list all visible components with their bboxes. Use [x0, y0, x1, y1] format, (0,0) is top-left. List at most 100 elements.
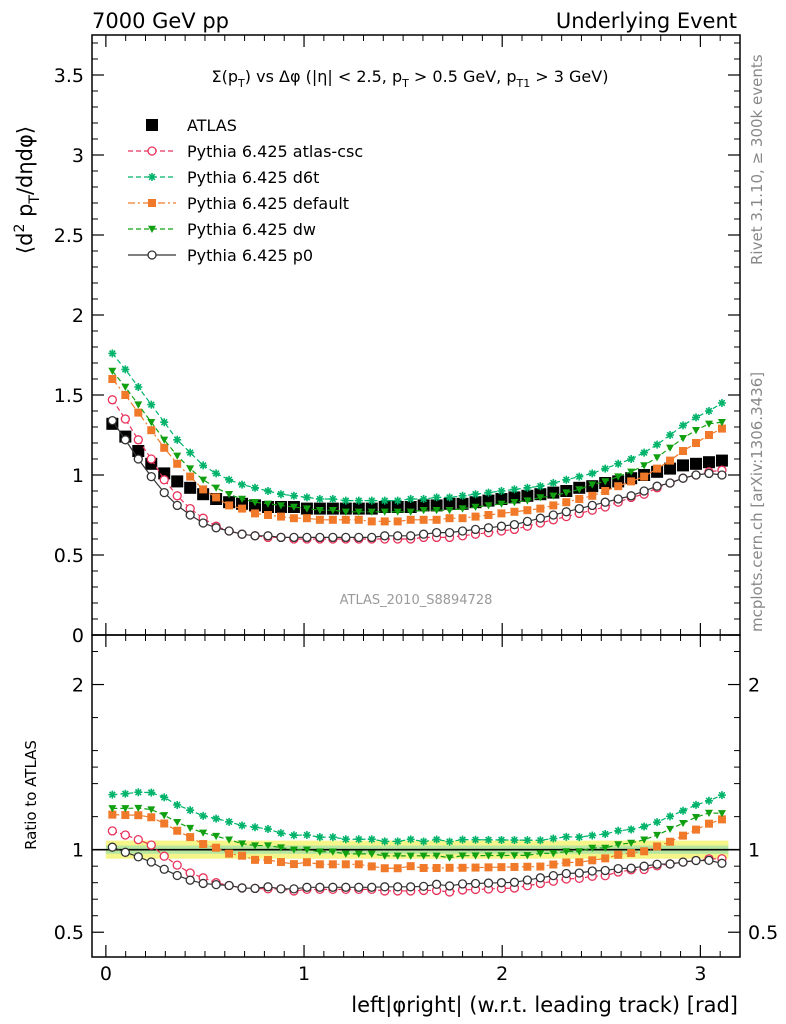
data-point — [562, 475, 571, 484]
ratio-point — [199, 829, 208, 837]
data-point — [627, 455, 636, 463]
data-point — [523, 497, 532, 505]
data-point — [302, 493, 311, 502]
data-point — [717, 470, 727, 480]
data-point — [692, 413, 701, 422]
ratio-point — [199, 840, 208, 849]
header-left: 7000 GeV pp — [92, 9, 229, 33]
data-point — [432, 507, 441, 515]
data-point — [160, 443, 169, 452]
data-point — [315, 507, 324, 515]
data-point — [173, 435, 182, 444]
ratio-point — [341, 882, 351, 892]
data-point — [341, 496, 350, 505]
data-point — [328, 532, 338, 543]
data-point — [574, 503, 584, 514]
data-point — [173, 452, 182, 460]
data-point — [692, 427, 701, 435]
ratio-point — [510, 852, 519, 860]
ratio-point — [211, 879, 221, 890]
data-point — [108, 375, 117, 383]
ratio-point — [653, 818, 662, 827]
data-point — [160, 418, 169, 427]
data-point — [690, 457, 703, 470]
ratio-point — [536, 850, 545, 858]
ratio-point — [380, 864, 389, 873]
data-point — [601, 464, 610, 473]
ratio-point — [640, 847, 649, 856]
ratio-point — [160, 812, 169, 820]
ratio-point — [484, 863, 493, 872]
legend-label: Pythia 6.425 atlas-csc — [187, 142, 363, 161]
ratio-point — [263, 825, 272, 834]
data-point — [431, 527, 442, 538]
data-point — [588, 491, 597, 500]
ratio-point — [289, 846, 298, 854]
data-point — [160, 436, 169, 444]
data-point — [497, 509, 506, 518]
data-point — [470, 524, 481, 535]
ratio-point — [367, 862, 376, 871]
ratio-point — [108, 805, 117, 813]
ratio-point — [302, 831, 311, 840]
y-tick-label: 2 — [72, 305, 84, 327]
data-point — [199, 485, 208, 494]
ratio-y-tick-label: 1 — [72, 840, 84, 862]
data-point — [238, 480, 247, 489]
data-point — [536, 494, 545, 502]
ratio-point — [237, 883, 247, 893]
ratio-point — [717, 858, 727, 868]
data-point — [445, 507, 454, 515]
data-point — [263, 500, 272, 508]
ratio-point — [107, 842, 118, 852]
data-point — [679, 447, 688, 455]
data-point — [302, 532, 312, 543]
legend: ATLAS Pythia 6.425 atlas-csc Pythia 6.425 … — [128, 116, 363, 265]
data-point — [367, 508, 376, 516]
data-point — [367, 517, 376, 526]
data-point — [186, 472, 195, 481]
data-point — [367, 496, 376, 505]
data-point — [457, 526, 468, 536]
data-point — [717, 399, 726, 407]
ratio-point — [717, 810, 726, 818]
data-point — [120, 435, 130, 445]
data-point — [263, 487, 272, 495]
data-point — [339, 502, 352, 515]
ratio-point — [120, 847, 130, 857]
data-point — [328, 507, 337, 515]
data-point — [212, 469, 221, 478]
data-point — [677, 459, 690, 472]
data-point — [380, 508, 389, 516]
data-point — [509, 519, 520, 530]
data-point — [691, 470, 701, 480]
data-point — [393, 531, 403, 541]
ratio-point — [496, 878, 507, 888]
ratio-point — [575, 848, 584, 856]
ratio-point — [692, 814, 701, 822]
ratio-point — [263, 842, 272, 850]
data-point — [289, 532, 299, 543]
ratio-point — [497, 852, 506, 860]
top-title: Σ(pT) vs Δφ (|η| < 2.5, pT > 0.5 GeV, pT… — [212, 67, 609, 90]
x-tick-label: 2 — [496, 963, 508, 985]
ratio-point — [445, 863, 454, 872]
ratio-series-pythia-6-425-p0 — [107, 842, 727, 894]
data-point — [715, 454, 728, 467]
ratio-point — [523, 862, 532, 871]
ratio-point — [419, 864, 428, 873]
data-point — [354, 496, 363, 505]
ratio-point — [406, 862, 415, 871]
legend-label: Pythia 6.425 default — [187, 194, 349, 213]
data-point — [640, 462, 649, 470]
data-point — [263, 511, 272, 519]
ratio-point — [121, 811, 130, 820]
ratio-point — [225, 849, 234, 858]
data-point — [184, 481, 197, 494]
ratio-point — [548, 870, 558, 881]
data-point — [510, 485, 519, 494]
ratio-point — [509, 877, 520, 887]
ratio-point — [160, 819, 169, 828]
data-point — [406, 508, 415, 516]
ratio-point — [640, 822, 649, 831]
